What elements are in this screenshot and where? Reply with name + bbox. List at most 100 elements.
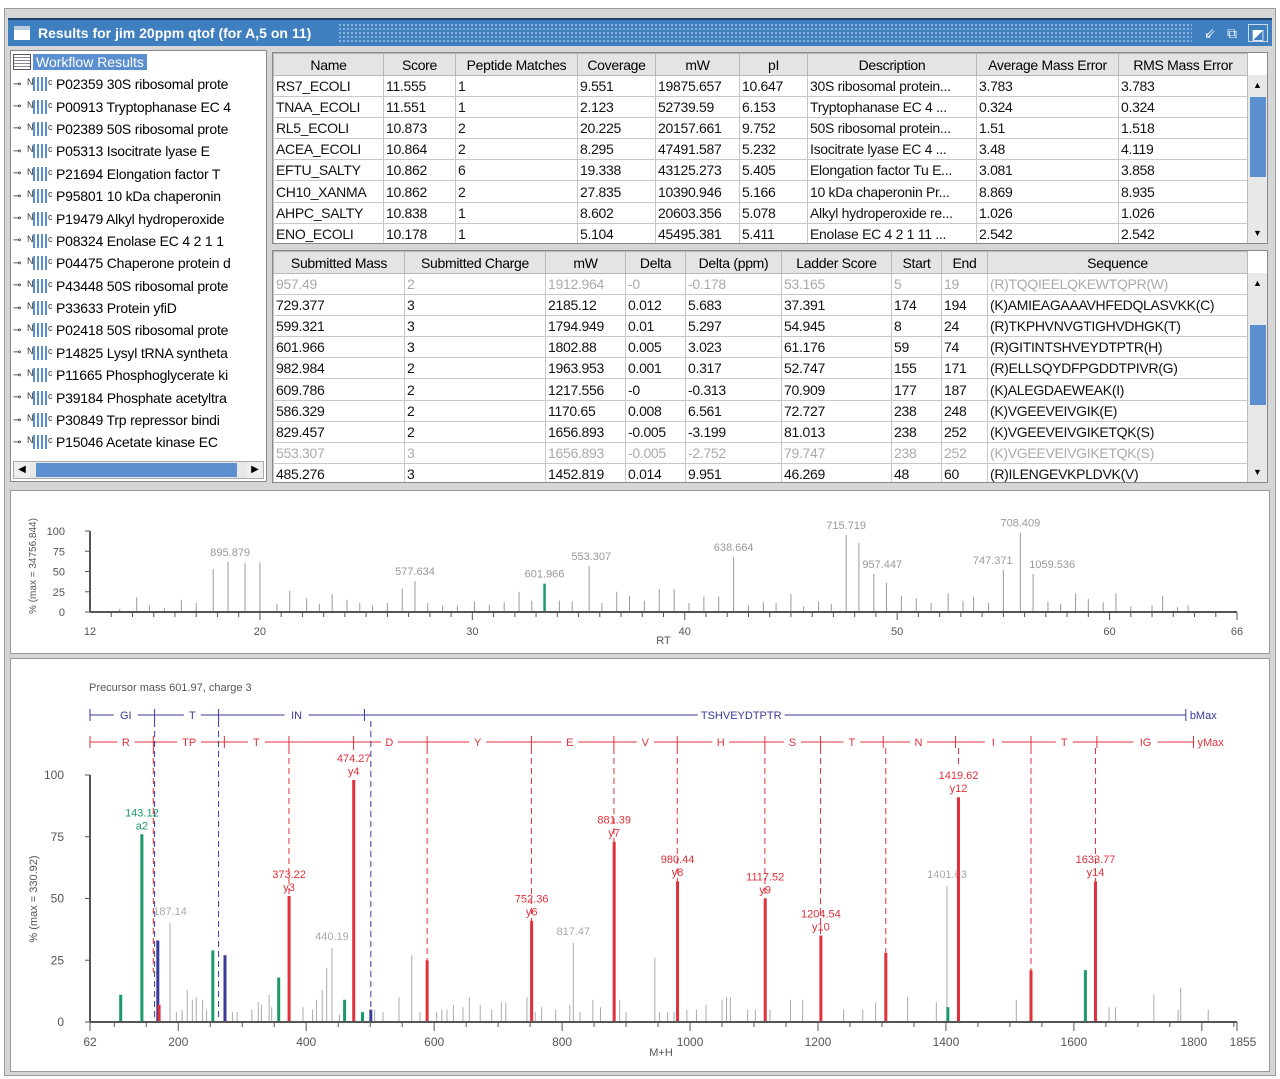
column-header[interactable]: Delta (ppm)	[685, 251, 782, 274]
expand-key-icon[interactable]: ⊸	[13, 302, 22, 314]
expand-key-icon[interactable]: ⊸	[13, 145, 22, 157]
scroll-up-icon[interactable]: ▲	[1253, 278, 1262, 288]
column-header[interactable]: Submitted Charge	[404, 251, 546, 274]
maximize-icon[interactable]: ◩	[1248, 24, 1268, 42]
column-header[interactable]: Name	[273, 53, 384, 76]
table-cell: 8.935	[1118, 180, 1248, 203]
column-header[interactable]: Sequence	[987, 251, 1248, 274]
column-header[interactable]: Ladder Score	[781, 251, 892, 274]
column-header[interactable]: pI	[739, 53, 808, 76]
scroll-down-icon[interactable]: ▼	[1253, 467, 1262, 477]
table-cell: 53.165	[781, 272, 892, 296]
column-header[interactable]: Coverage	[577, 53, 656, 76]
tree-root[interactable]: Workflow Results	[11, 51, 266, 73]
tree-root-label[interactable]: Workflow Results	[33, 54, 147, 70]
column-header[interactable]: Submitted Mass	[273, 251, 405, 274]
expand-key-icon[interactable]: ⊸	[13, 436, 22, 448]
table-row[interactable]: 729.377 3 2185.12 0.012 5.683 37.391 174 194 (K)…	[273, 294, 1248, 317]
expand-key-icon[interactable]: ⊸	[13, 347, 22, 359]
table-row[interactable]: 982.984 2 1963.953 0.001 0.317 52.747 155 171 (R…	[273, 357, 1248, 380]
table-row[interactable]: CH10_XANMA 10.862 2 27.835 10390.946 5.166 10 …	[273, 180, 1248, 203]
expand-key-icon[interactable]: ⊸	[13, 280, 22, 292]
expand-key-icon[interactable]: ⊸	[13, 235, 22, 247]
scroll-thumb[interactable]	[36, 463, 237, 477]
title-bar[interactable]: Results for jim 20ppm qtof (for A,5 on 1…	[8, 18, 1272, 46]
column-header[interactable]: Peptide Matches	[455, 53, 578, 76]
scroll-up-icon[interactable]: ▲	[1253, 80, 1262, 90]
scroll-thumb[interactable]	[1250, 97, 1266, 177]
table-row[interactable]: EFTU_SALTY 10.862 6 19.338 43125.273 5.405 Elo…	[273, 159, 1248, 182]
scroll-right-icon[interactable]: ▶	[247, 462, 263, 478]
table-cell: 0.005	[625, 336, 686, 359]
expand-key-icon[interactable]: ⊸	[13, 213, 22, 225]
table-row[interactable]: 485.276 3 1452.819 0.014 9.951 46.269 48 60 (R)I…	[273, 462, 1248, 482]
table-row[interactable]: 601.966 3 1802.88 0.005 3.023 61.176 59 74 (R)GI…	[273, 336, 1248, 359]
chromatogram-chart[interactable]: 12 20 30 40 50 60 66 0 25 50 75 100 895.879 577.634 60…	[11, 491, 1269, 653]
table-row[interactable]: RL5_ECOLI 10.873 2 20.225 20157.661 9.752 50S …	[273, 117, 1248, 140]
table-row[interactable]: AHPC_SALTY 10.838 1 8.602 20603.356 5.078 Alky…	[273, 201, 1248, 224]
protein-table-scrollbar[interactable]: ▲ ▼	[1247, 75, 1267, 243]
scroll-thumb[interactable]	[1250, 325, 1266, 405]
table-row[interactable]: RS7_ECOLI 11.555 1 9.551 19875.657 10.647 30S …	[273, 74, 1248, 98]
expand-key-icon[interactable]: ⊸	[13, 123, 22, 135]
peptide-table-scrollbar[interactable]: ▲ ▼	[1247, 273, 1267, 482]
minimize-icon[interactable]: ⇙	[1204, 25, 1216, 41]
expand-key-icon[interactable]: ⊸	[13, 190, 22, 202]
table-row[interactable]: 599.321 3 1794.949 0.01 5.297 54.945 8 24 (R)TKP…	[273, 315, 1248, 338]
expand-key-icon[interactable]: ⊸	[13, 257, 22, 269]
tree-horizontal-scrollbar[interactable]: ◀ ▶	[13, 461, 264, 479]
scroll-down-icon[interactable]: ▼	[1253, 228, 1262, 238]
column-header[interactable]: End	[941, 251, 988, 274]
ms-ms-spectrum-chart[interactable]: Precursor mass 601.97, charge 3GI T IN TSHV…	[11, 659, 1269, 1071]
peptide-table[interactable]: Submitted Mass Submitted Charge mW Delta Del…	[272, 250, 1268, 483]
table-row[interactable]: 586.329 2 1170.65 0.008 6.561 72.727 238 248 (K)…	[273, 399, 1248, 422]
expand-key-icon[interactable]: ⊸	[13, 392, 22, 404]
table-cell: (K)ALEGDAEWEAK(I)	[987, 378, 1248, 401]
column-header[interactable]: Score	[383, 53, 456, 76]
table-cell: 194	[941, 294, 988, 317]
column-header[interactable]: RMS Mass Error	[1118, 53, 1248, 76]
table-row[interactable]: 829.457 2 1656.893 -0.005 -3.199 81.013 238 252…	[273, 420, 1248, 443]
protein-table[interactable]: Name Score Peptide Matches Coverage mW pI Desc…	[272, 52, 1268, 244]
column-header[interactable]: mW	[545, 251, 626, 274]
column-header[interactable]: mW	[655, 53, 740, 76]
column-header[interactable]: Delta	[625, 251, 686, 274]
expand-key-icon[interactable]: ⊸	[13, 369, 22, 381]
table-row[interactable]: TNAA_ECOLI 11.551 1 2.123 52739.59 6.153 Trypt…	[273, 96, 1248, 119]
table-row[interactable]: 609.786 2 1217.556 -0 -0.313 70.909 177 187 (K)A…	[273, 378, 1248, 401]
table-cell: ENO_ECOLI	[273, 222, 384, 243]
expand-key-icon[interactable]: ⊸	[13, 324, 22, 336]
expand-key-icon[interactable]: ⊸	[13, 101, 22, 113]
scroll-left-icon[interactable]: ◀	[14, 462, 30, 478]
table-row[interactable]: ACEA_ECOLI 10.864 2 8.295 47491.587 5.232 Isoc…	[273, 138, 1248, 161]
expand-key-icon[interactable]: ⊸	[13, 414, 22, 426]
column-header[interactable]: Average Mass Error	[976, 53, 1119, 76]
expand-key-icon[interactable]: ⊸	[13, 78, 22, 90]
table-row[interactable]: ENO_ECOLI 10.178 1 5.104 45495.381 5.411 Enola…	[273, 222, 1248, 243]
table-row[interactable]: 553.307 3 1656.893 -0.005 -2.752 79.747 238 252…	[273, 441, 1248, 464]
column-header[interactable]: Start	[891, 251, 942, 274]
restore-icon[interactable]: ⧉	[1227, 25, 1237, 41]
column-header[interactable]: Description	[807, 53, 977, 76]
expand-key-icon[interactable]: ⊸	[13, 168, 22, 180]
table-row[interactable]: 957.49 2 1912.964 -0 -0.178 53.165 5 19 (R)TQQIE…	[273, 272, 1248, 296]
